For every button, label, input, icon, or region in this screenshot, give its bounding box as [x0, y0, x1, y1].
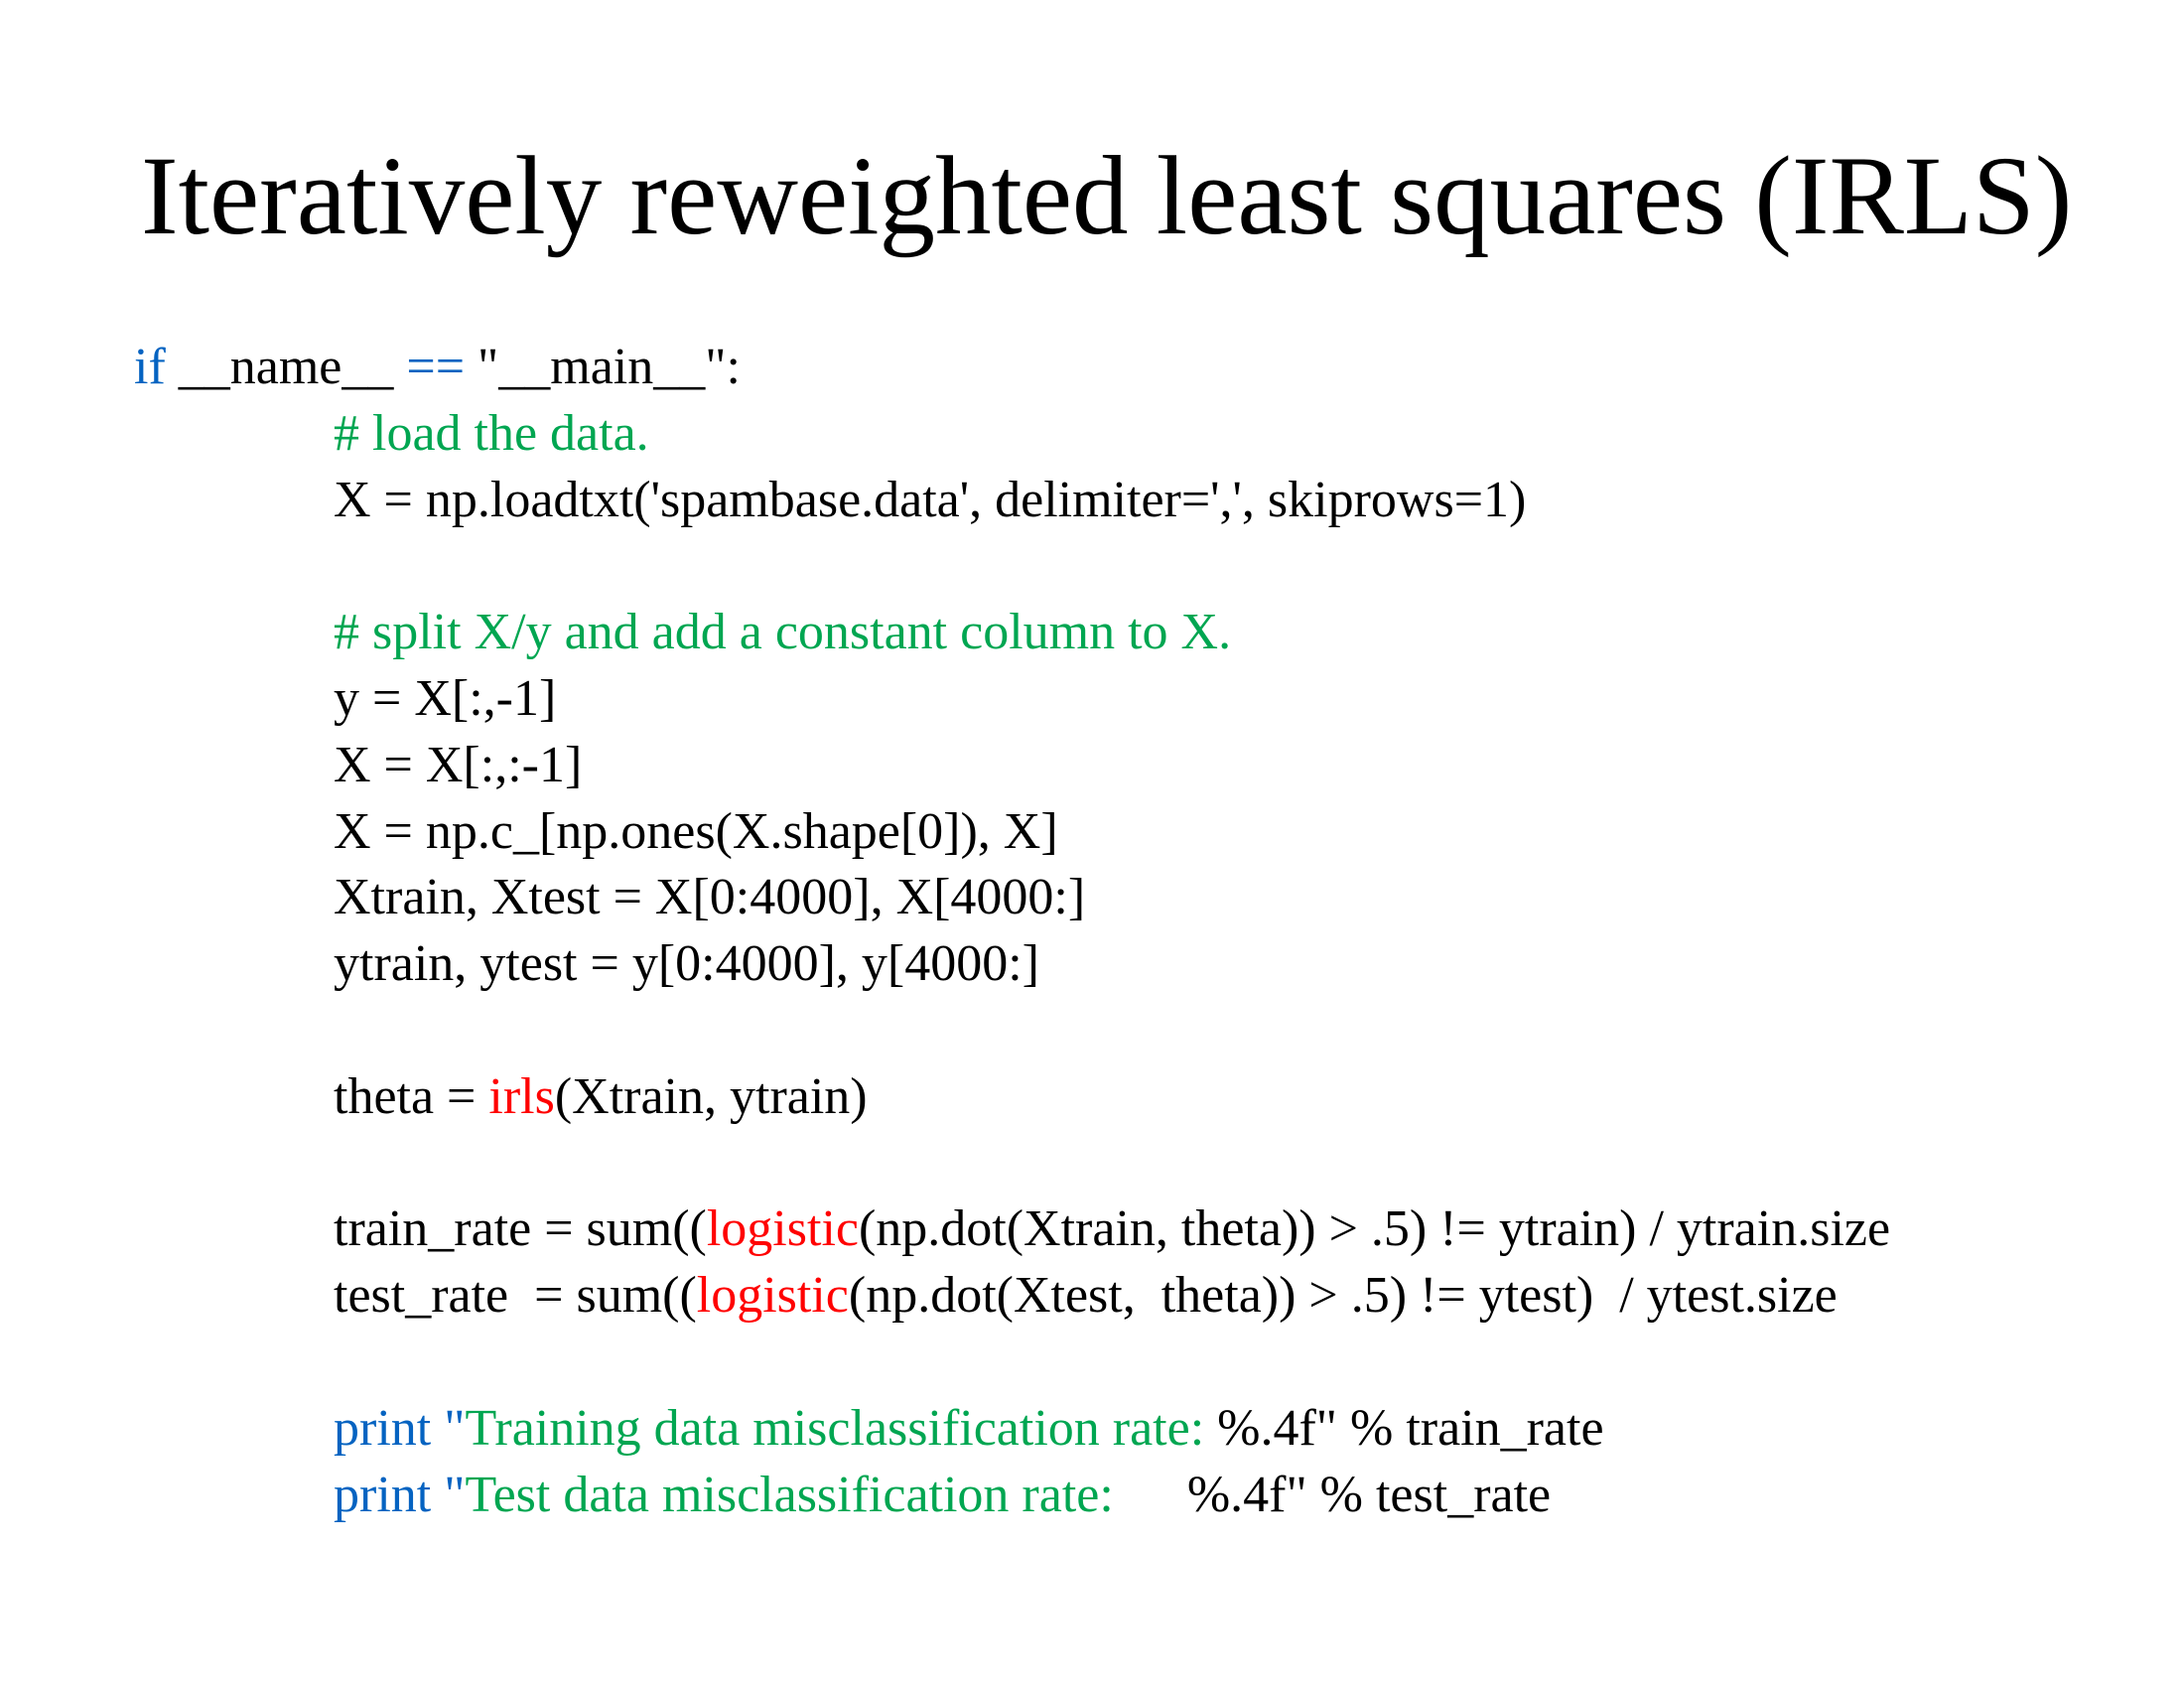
keyword-print: print [334, 1466, 432, 1523]
blank-line [134, 533, 1890, 600]
string-literal: Training data misclassification rate: [465, 1399, 1218, 1457]
blank-line [134, 1131, 1890, 1197]
code-text: theta = [334, 1067, 489, 1125]
keyword-print: print [334, 1399, 432, 1457]
code-line-12: theta = irls(Xtrain, ytrain) [134, 1064, 1890, 1131]
code-text: (Xtrain, ytrain) [554, 1067, 868, 1125]
blank-line [134, 998, 1890, 1064]
code-text: __name__ [165, 339, 407, 395]
code-line-18: print "Test data misclassification rate:… [134, 1463, 1890, 1529]
code-block: if __name__ == "__main__": # load the da… [134, 335, 1890, 1528]
code-line-7: X = X[:,:-1] [134, 733, 1890, 799]
code-line-3: X = np.loadtxt('spambase.data', delimite… [134, 468, 1890, 534]
string-literal: Test data misclassification rate: [465, 1466, 1114, 1523]
code-comment: # load the data. [334, 404, 649, 462]
code-text: ytrain, ytest = y[0:4000], y[4000:] [334, 935, 1039, 993]
code-text: X = X[:,:-1] [334, 736, 583, 793]
code-line-17: print "Training data misclassification r… [134, 1396, 1890, 1463]
function-name-logistic: logistic [696, 1267, 849, 1325]
code-text: train_rate = sum(( [334, 1200, 707, 1258]
code-text: %.4f" % test_rate [1186, 1466, 1552, 1523]
code-quote: " [431, 1466, 466, 1523]
code-text: test_rate = sum(( [334, 1267, 697, 1325]
function-name-irls: irls [488, 1067, 555, 1125]
slide-title: Iteratively reweighted least squares (IR… [141, 134, 2073, 258]
code-text: X = np.c_[np.ones(X.shape[0]), X] [334, 802, 1058, 860]
code-text: X = np.loadtxt('spambase.data', delimite… [334, 471, 1527, 528]
code-line-8: X = np.c_[np.ones(X.shape[0]), X] [134, 799, 1890, 866]
code-line-6: y = X[:,-1] [134, 666, 1890, 733]
code-quote: " [431, 1399, 466, 1457]
code-text: Xtrain, Xtest = X[0:4000], X[4000:] [334, 869, 1086, 926]
code-line-14: train_rate = sum((logistic(np.dot(Xtrain… [134, 1196, 1890, 1263]
code-line-2: # load the data. [134, 401, 1890, 468]
code-comment: # split X/y and add a constant column to… [334, 604, 1232, 661]
keyword-if: if [134, 339, 166, 395]
code-line-10: ytrain, ytest = y[0:4000], y[4000:] [134, 931, 1890, 998]
code-line-5: # split X/y and add a constant column to… [134, 600, 1890, 666]
code-line-9: Xtrain, Xtest = X[0:4000], X[4000:] [134, 865, 1890, 931]
code-line-1: if __name__ == "__main__": [134, 335, 1890, 401]
code-line-15: test_rate = sum((logistic(np.dot(Xtest, … [134, 1263, 1890, 1330]
blank-line [134, 1330, 1890, 1396]
operator-equals: == [406, 339, 466, 395]
code-text: (np.dot(Xtrain, theta)) > .5) != ytrain)… [858, 1200, 1891, 1258]
code-text: y = X[:,-1] [334, 669, 557, 727]
code-text: "__main__": [465, 339, 741, 395]
function-name-logistic: logistic [706, 1200, 859, 1258]
code-text: (np.dot(Xtest, theta)) > .5) != ytest) /… [848, 1267, 1838, 1325]
code-text: %.4f" % train_rate [1217, 1399, 1604, 1457]
